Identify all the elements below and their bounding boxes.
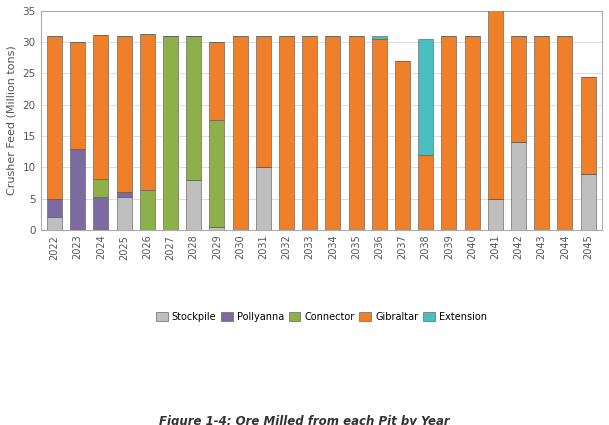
Bar [116, 193, 132, 197]
Bar [534, 36, 549, 230]
Bar [325, 36, 340, 230]
Bar [209, 227, 225, 230]
Bar [557, 36, 572, 230]
Bar [93, 178, 108, 197]
Bar [116, 36, 132, 193]
Bar [465, 36, 480, 230]
Bar [70, 42, 85, 149]
Bar [511, 36, 526, 142]
Bar [488, 5, 503, 198]
Bar [93, 35, 108, 178]
Bar [209, 120, 225, 227]
Bar [70, 149, 85, 230]
Bar [93, 197, 108, 230]
Bar [580, 173, 596, 230]
Bar [186, 36, 201, 180]
Text: Figure 1-4: Ore Milled from each Pit by Year: Figure 1-4: Ore Milled from each Pit by … [159, 415, 450, 425]
Bar [116, 197, 132, 230]
Bar [186, 180, 201, 230]
Bar [256, 167, 271, 230]
Y-axis label: Crusher Feed (Million tons): Crusher Feed (Million tons) [7, 45, 17, 196]
Legend: Stockpile, Pollyanna, Connector, Gibraltar, Extension: Stockpile, Pollyanna, Connector, Gibralt… [152, 308, 490, 326]
Bar [395, 61, 410, 230]
Bar [47, 217, 62, 230]
Bar [488, 198, 503, 230]
Bar [163, 36, 178, 230]
Bar [209, 42, 225, 120]
Bar [47, 198, 62, 217]
Bar [256, 36, 271, 167]
Bar [418, 155, 433, 230]
Bar [348, 36, 364, 230]
Bar [233, 36, 248, 230]
Bar [371, 36, 387, 39]
Bar [302, 36, 317, 230]
Bar [442, 36, 457, 230]
Bar [47, 36, 62, 198]
Bar [580, 76, 596, 173]
Bar [279, 36, 294, 230]
Bar [140, 190, 155, 230]
Bar [140, 34, 155, 190]
Bar [371, 39, 387, 230]
Bar [418, 39, 433, 155]
Bar [511, 142, 526, 230]
